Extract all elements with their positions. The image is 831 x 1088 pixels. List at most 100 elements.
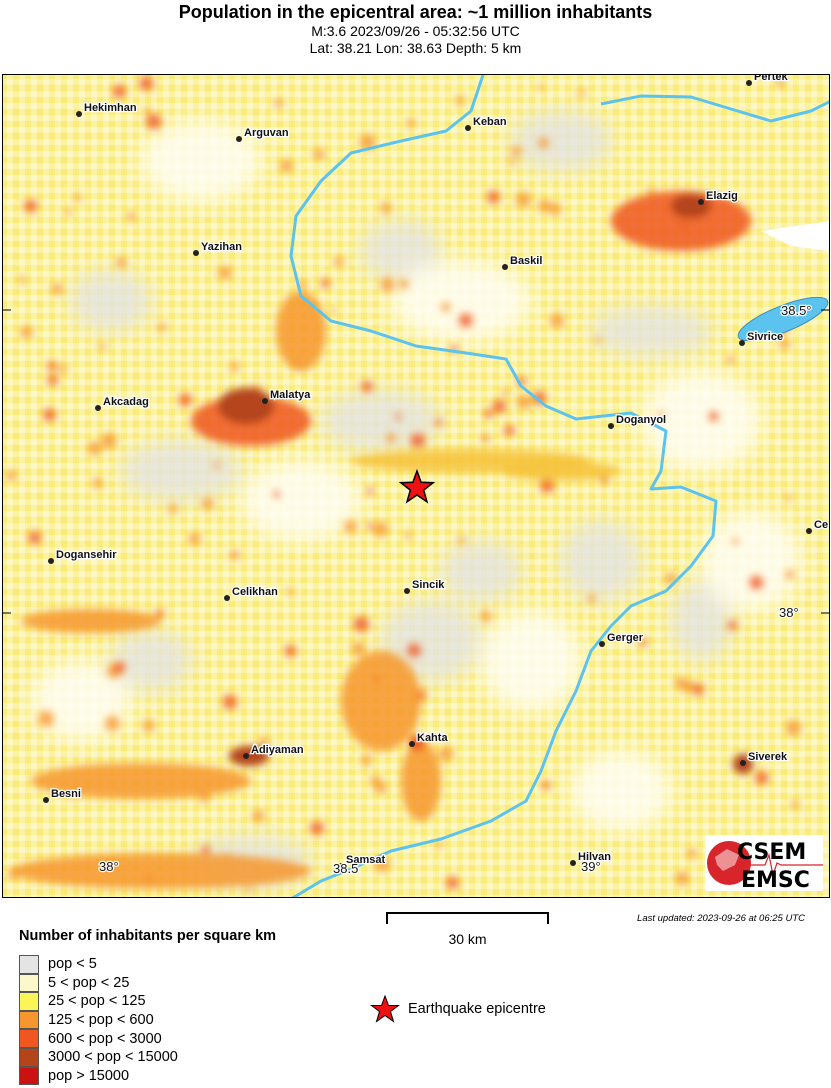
city-doganyol[interactable]: Doganyol bbox=[608, 413, 667, 429]
city-elazig[interactable]: Elazig bbox=[698, 189, 739, 205]
map-canvas: Pertek Hekimhan Arguvan Keban Elazig Yazihan B… bbox=[3, 75, 829, 897]
legend-label: pop < 5 bbox=[48, 956, 97, 973]
city-label: Keban bbox=[473, 116, 507, 128]
grid-labels: 38.5° 38° 38° 38.5 39° bbox=[3, 302, 829, 877]
city-dot-icon bbox=[806, 528, 812, 534]
euphrates-river bbox=[289, 75, 718, 897]
last-updated: Last updated: 2023-09-26 at 06:25 UTC bbox=[637, 913, 805, 924]
city-kahta[interactable]: Kahta bbox=[409, 731, 450, 747]
grid-label: 39° bbox=[581, 859, 601, 874]
legend-label: 125 < pop < 600 bbox=[48, 1012, 154, 1029]
legend-item: 3000 < pop < 15000 bbox=[19, 1047, 178, 1067]
csem-emsc-logo[interactable]: CSEM EMSC bbox=[705, 835, 823, 893]
grid-label: 38° bbox=[779, 605, 799, 620]
city-dot-icon bbox=[43, 797, 49, 803]
legend-swatch bbox=[19, 992, 39, 1011]
city-label: Hekimhan bbox=[84, 102, 137, 114]
city-dot-icon bbox=[740, 760, 746, 766]
city-hekimhan[interactable]: Hekimhan bbox=[76, 101, 138, 117]
event-info: M:3.6 2023/09/26 - 05:32:56 UTC bbox=[311, 23, 520, 39]
murat-river bbox=[600, 94, 829, 123]
population-map[interactable]: Pertek Hekimhan Arguvan Keban Elazig Yazihan B… bbox=[2, 74, 830, 898]
legend-label: 5 < pop < 25 bbox=[48, 974, 130, 991]
legend-swatch bbox=[19, 973, 39, 993]
no-data-area bbox=[761, 221, 829, 251]
city-dot-icon bbox=[404, 588, 410, 594]
city-dot-icon bbox=[599, 641, 605, 647]
city-dot-icon bbox=[608, 423, 614, 429]
city-adiyaman[interactable]: Adiyaman bbox=[243, 743, 305, 759]
city-dot-icon bbox=[570, 860, 576, 866]
city-dot-icon bbox=[262, 398, 268, 404]
grid-label: 38.5 bbox=[333, 861, 358, 876]
legend-label: 3000 < pop < 15000 bbox=[48, 1049, 178, 1066]
map-title: Population in the epicentral area: ~1 mi… bbox=[178, 2, 653, 22]
city-dot-icon bbox=[502, 264, 508, 270]
city-label: Besni bbox=[51, 788, 81, 800]
city-dot-icon bbox=[236, 136, 242, 142]
city-dot-icon bbox=[243, 753, 249, 759]
low-density-areas bbox=[31, 111, 801, 886]
legend-item: 600 < pop < 3000 bbox=[19, 1029, 178, 1048]
legend-item: 5 < pop < 25 bbox=[19, 973, 178, 993]
density-areas bbox=[5, 76, 802, 893]
legend-item: 125 < pop < 600 bbox=[19, 1010, 178, 1030]
city-dot-icon bbox=[224, 595, 230, 601]
city-hilvan[interactable]: Hilvan bbox=[570, 850, 613, 866]
city-siverek[interactable]: Siverek bbox=[740, 750, 789, 766]
legend-epicentre: Earthquake epicentre bbox=[370, 995, 546, 1023]
epicentre-star-icon[interactable] bbox=[398, 468, 436, 504]
city-celikhan[interactable]: Celikhan bbox=[224, 585, 279, 601]
city-label: Kahta bbox=[417, 732, 448, 744]
city-label: Pertek bbox=[754, 75, 789, 83]
city-dot-icon bbox=[739, 340, 745, 346]
scale-bar bbox=[386, 912, 549, 924]
city-ce[interactable]: Ce bbox=[806, 518, 829, 534]
city-baskil[interactable]: Baskil bbox=[502, 254, 544, 270]
legend-title: Number of inhabitants per square km bbox=[19, 928, 277, 944]
location-info: Lat: 38.21 Lon: 38.63 Depth: 5 km bbox=[309, 40, 522, 56]
city-label: Ce bbox=[814, 519, 828, 531]
legend-item: pop > 15000 bbox=[19, 1066, 178, 1086]
city-label: Celikhan bbox=[232, 586, 278, 598]
city-besni[interactable]: Besni bbox=[43, 787, 82, 803]
city-sivrice[interactable]: Sivrice bbox=[739, 330, 784, 346]
city-keban[interactable]: Keban bbox=[465, 115, 508, 131]
city-dot-icon bbox=[409, 741, 415, 747]
legend-swatch bbox=[19, 1047, 39, 1067]
city-label: Arguvan bbox=[244, 127, 289, 139]
city-markers: Pertek Hekimhan Arguvan Keban Elazig Yazihan B… bbox=[43, 75, 829, 869]
city-samsat[interactable]: Samsat bbox=[338, 853, 387, 869]
legend-label: 25 < pop < 125 bbox=[48, 993, 146, 1010]
city-dot-icon bbox=[95, 405, 101, 411]
city-label: Akcadag bbox=[103, 396, 149, 408]
city-dogansehir[interactable]: Dogansehir bbox=[48, 548, 118, 564]
logo-text-emsc: EMSC bbox=[741, 868, 810, 891]
city-arguvan[interactable]: Arguvan bbox=[236, 126, 290, 142]
city-malatya[interactable]: Malatya bbox=[262, 388, 312, 404]
city-label: Adiyaman bbox=[251, 744, 304, 756]
city-label: Siverek bbox=[748, 751, 788, 763]
city-dot-icon bbox=[48, 558, 54, 564]
legend-swatch bbox=[19, 1029, 39, 1048]
legend-epicentre-label: Earthquake epicentre bbox=[408, 1001, 546, 1017]
city-label: Baskil bbox=[510, 255, 542, 267]
city-gerger[interactable]: Gerger bbox=[599, 631, 645, 647]
city-label: Malatya bbox=[270, 389, 311, 401]
city-sincik[interactable]: Sincik bbox=[404, 578, 447, 594]
scale-label: 30 km bbox=[448, 931, 487, 947]
city-dot-icon bbox=[698, 199, 704, 205]
city-dot-icon bbox=[338, 863, 344, 869]
city-label: Dogansehir bbox=[56, 549, 117, 561]
city-pertek[interactable]: Pertek bbox=[746, 75, 790, 86]
city-dot-icon bbox=[746, 80, 752, 86]
legend-item: pop < 5 bbox=[19, 955, 178, 974]
city-yazihan[interactable]: Yazihan bbox=[193, 240, 243, 256]
city-label: Elazig bbox=[706, 190, 738, 202]
city-label: Hilvan bbox=[578, 851, 611, 863]
city-label: Yazihan bbox=[201, 241, 242, 253]
lake-hazar bbox=[737, 296, 829, 342]
city-akcadag[interactable]: Akcadag bbox=[95, 395, 150, 411]
city-dot-icon bbox=[465, 125, 471, 131]
